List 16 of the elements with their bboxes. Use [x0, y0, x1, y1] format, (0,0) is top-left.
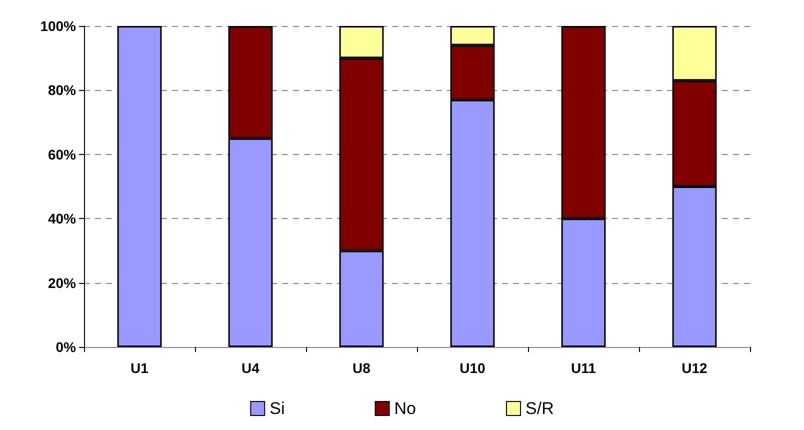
x-tick-label: U10 — [460, 360, 486, 376]
y-tick-label: 80% — [48, 82, 77, 98]
x-tick-label: U11 — [571, 360, 596, 376]
y-tick-label: 0% — [56, 339, 77, 355]
x-tick-label: U12 — [682, 360, 708, 376]
x-tick-label: U4 — [242, 360, 260, 376]
y-tick-label: 100% — [40, 18, 77, 34]
y-tick-label: 20% — [48, 274, 77, 291]
bar — [117, 26, 162, 347]
x-tick-label: U8 — [352, 360, 371, 376]
legend-label: Si — [270, 399, 285, 418]
y-tick-label: 40% — [48, 210, 77, 227]
legend-label: No — [394, 399, 416, 418]
y-tick-label: 60% — [48, 146, 77, 162]
x-tick-label: U1 — [130, 360, 149, 376]
legend-label: S/R — [526, 399, 554, 418]
